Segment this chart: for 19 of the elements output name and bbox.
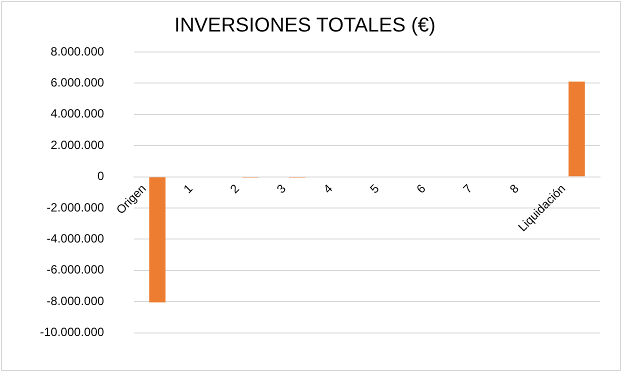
x-tick-label: 8	[506, 181, 522, 196]
y-tick-label: 8.000.000	[50, 44, 104, 58]
y-tick-label: 4.000.000	[50, 106, 104, 121]
x-tick-label: 3	[274, 181, 289, 196]
x-tick-label: 7	[460, 181, 476, 196]
x-tick-label: 5	[367, 181, 382, 196]
y-tick-label: -2.000.000	[46, 200, 104, 214]
y-tick-label: 2.000.000	[50, 138, 104, 152]
y-tick-label: -4.000.000	[46, 232, 104, 246]
x-tick-label: 1	[180, 181, 196, 196]
x-tick-label: 6	[414, 181, 429, 196]
x-tick-label: 2	[227, 181, 242, 196]
y-tick-label: 6.000.000	[50, 76, 104, 90]
x-tick-label: 4	[320, 181, 336, 196]
y-tick-label: -10.000.000	[40, 325, 104, 340]
chart-title: INVERSIONES TOTALES (€)	[174, 14, 436, 37]
y-tick-label: 0	[97, 169, 104, 184]
y-tick-label: -8.000.000	[46, 294, 104, 308]
y-tick-label: -6.000.000	[46, 262, 104, 277]
